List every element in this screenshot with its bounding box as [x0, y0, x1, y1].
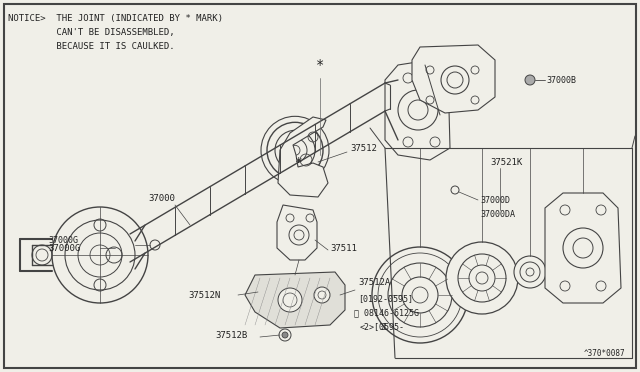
Polygon shape	[277, 205, 317, 260]
Text: 37000: 37000	[148, 193, 175, 202]
Text: 37512N: 37512N	[188, 291, 220, 299]
Circle shape	[279, 329, 291, 341]
Text: 37512: 37512	[350, 144, 377, 153]
Polygon shape	[385, 60, 450, 160]
Text: 37512A: 37512A	[358, 278, 390, 287]
Circle shape	[52, 207, 148, 303]
Circle shape	[372, 247, 468, 343]
Circle shape	[525, 75, 535, 85]
Text: CAN'T BE DISASSEMBLED,: CAN'T BE DISASSEMBLED,	[8, 28, 175, 37]
Circle shape	[314, 287, 330, 303]
Text: 37000G: 37000G	[48, 244, 80, 253]
Text: NOTICE>  THE JOINT (INDICATED BY * MARK): NOTICE> THE JOINT (INDICATED BY * MARK)	[8, 14, 223, 23]
Text: 37512B: 37512B	[215, 330, 247, 340]
Circle shape	[282, 332, 288, 338]
Text: BECAUSE IT IS CAULKED.: BECAUSE IT IS CAULKED.	[8, 42, 175, 51]
Text: Ⓑ 08146-6125G: Ⓑ 08146-6125G	[354, 308, 419, 317]
Text: 37000G: 37000G	[48, 235, 78, 244]
Polygon shape	[412, 45, 495, 113]
Text: 37000DA: 37000DA	[480, 210, 515, 219]
Polygon shape	[245, 272, 345, 328]
Text: 37000D: 37000D	[480, 196, 510, 205]
Circle shape	[446, 242, 518, 314]
Text: J: J	[380, 324, 385, 333]
Text: *: *	[316, 58, 324, 72]
Text: <2>[0595-: <2>[0595-	[360, 322, 405, 331]
Text: 37000B: 37000B	[546, 76, 576, 84]
Text: [0192-0595]: [0192-0595]	[358, 294, 413, 303]
Circle shape	[514, 256, 546, 288]
Text: ^370*0087: ^370*0087	[584, 349, 625, 358]
Circle shape	[278, 288, 302, 312]
Text: 37521K: 37521K	[490, 158, 522, 167]
Polygon shape	[545, 193, 621, 303]
Polygon shape	[278, 117, 328, 197]
Text: 37511: 37511	[330, 244, 357, 253]
Circle shape	[267, 122, 323, 178]
Text: *: *	[294, 155, 301, 169]
